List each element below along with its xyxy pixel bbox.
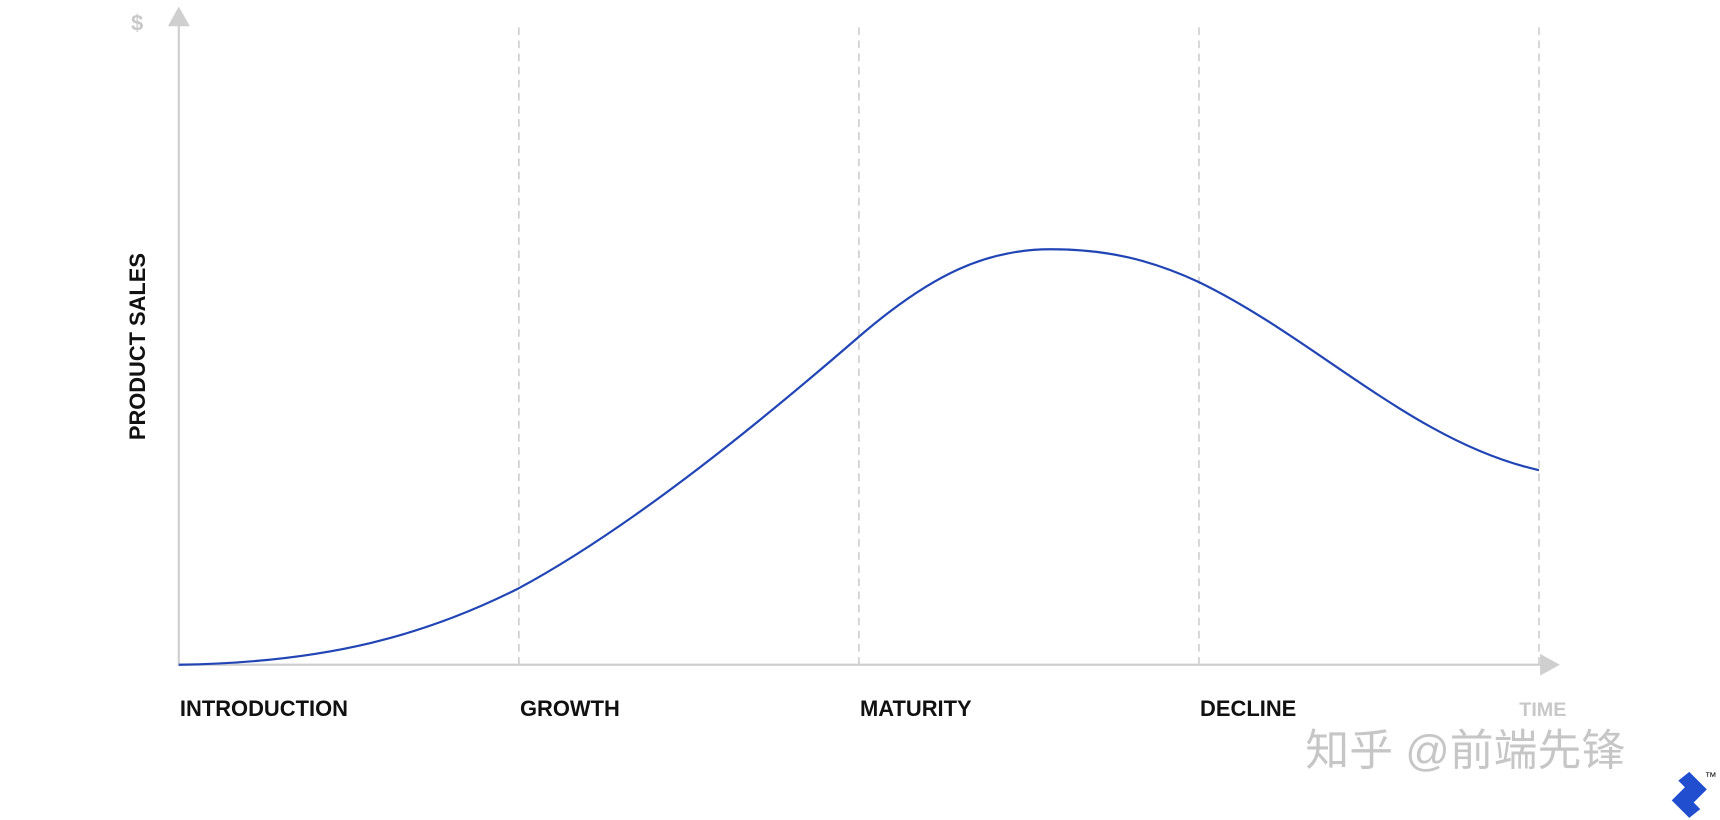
- stage-label: GROWTH: [520, 696, 620, 721]
- sales-curve: [178, 248, 1540, 666]
- stage-label: DECLINE: [1200, 696, 1296, 721]
- logo-shape: [1671, 771, 1707, 818]
- y-axis-label: PRODUCT SALES: [125, 253, 150, 440]
- stage-dividers: [518, 27, 1540, 665]
- stage-label: INTRODUCTION: [180, 696, 348, 721]
- y-symbol: $: [131, 11, 143, 36]
- y-axis-arrow: [167, 6, 190, 27]
- watermark: 知乎 @前端先锋: [1305, 726, 1625, 775]
- x-axis-label: TIME: [1519, 699, 1566, 721]
- stage-label: MATURITY: [860, 696, 972, 721]
- logo: ™: [1671, 770, 1717, 818]
- x-axis-arrow: [1540, 653, 1560, 676]
- trademark: ™: [1705, 770, 1717, 784]
